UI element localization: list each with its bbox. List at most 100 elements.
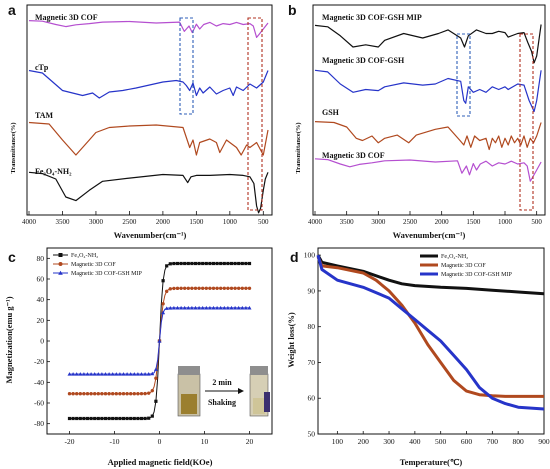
data-point — [136, 416, 140, 421]
x-tick-label: 0 — [158, 437, 162, 446]
data-point — [117, 372, 122, 376]
x-tick-label: 1000 — [498, 218, 513, 226]
series-line-fe-o-nh — [316, 254, 545, 296]
y-tick-label: 40 — [37, 295, 45, 304]
panel-c-inset: 2 min Shaking — [177, 366, 270, 417]
data-point — [233, 261, 237, 266]
panel-b-label-cof: Magnetic 3D COF — [322, 151, 385, 160]
data-point — [183, 286, 187, 291]
x-tick-label: 2500 — [403, 218, 418, 226]
x-tick-label: 1500 — [189, 218, 204, 226]
data-point — [179, 261, 183, 266]
data-point — [114, 416, 118, 421]
data-point — [78, 372, 83, 376]
y-tick-label: 60 — [308, 394, 316, 403]
magnet-image — [264, 392, 270, 412]
data-point — [179, 305, 184, 310]
panel-c-plot: -80 -60 -40 -20 0 20 40 60 80 -20 -10 0 10 20 — [34, 254, 254, 446]
y-tick-label: -20 — [34, 357, 44, 366]
panel-d-frame — [317, 247, 545, 435]
data-point — [107, 416, 111, 421]
data-point — [99, 372, 104, 376]
data-point — [139, 416, 144, 421]
data-point — [247, 305, 252, 310]
data-point — [164, 306, 169, 310]
data-point — [186, 286, 190, 291]
y-tick-label: 80 — [37, 254, 45, 263]
data-point — [208, 286, 212, 290]
data-point — [229, 286, 234, 290]
data-point — [240, 286, 244, 290]
data-point — [89, 416, 93, 421]
data-point — [111, 416, 115, 421]
data-point — [67, 416, 72, 421]
data-point — [118, 416, 122, 421]
data-point — [211, 286, 216, 290]
data-point — [225, 305, 230, 310]
data-point — [96, 392, 101, 396]
data-point — [111, 392, 115, 396]
data-point — [190, 286, 194, 290]
data-point — [67, 392, 72, 396]
data-point — [182, 305, 187, 310]
x-tick-label: 3500 — [340, 218, 355, 226]
data-point — [75, 416, 79, 421]
series-line-magnetic-3d-cof — [316, 256, 544, 398]
data-point — [175, 305, 180, 310]
data-point — [222, 286, 226, 290]
series-line-tam — [28, 121, 269, 156]
panel-c-ylabel: Magnetization(emu g⁻¹) — [4, 296, 14, 383]
data-point — [82, 416, 86, 421]
x-tick-label: 200 — [358, 437, 370, 446]
data-point — [237, 261, 241, 266]
data-point — [67, 372, 72, 376]
series-line-fe-o-nh — [28, 171, 269, 214]
series-line-magnetic-3d-cof-gsh — [314, 69, 542, 113]
data-point — [146, 372, 151, 376]
panel-d-legend: Fe₃O₄-NH₂ Magnetic 3D COF Magnetic 3D COF-… — [420, 254, 512, 278]
data-point — [82, 392, 86, 396]
legend-marker — [58, 262, 63, 266]
data-point — [114, 372, 119, 376]
data-point — [201, 261, 205, 266]
data-point — [240, 261, 244, 266]
data-point — [139, 391, 144, 396]
data-point — [193, 305, 198, 310]
data-point — [229, 305, 234, 310]
panel-c-xlabel: Applied magnetic field(KOe) — [108, 457, 213, 467]
data-point — [118, 392, 122, 396]
data-point — [89, 372, 94, 376]
data-point — [219, 261, 223, 266]
legend-label: Magnetic 3D COF — [441, 263, 486, 269]
data-point — [197, 261, 201, 266]
data-point — [218, 305, 223, 310]
data-point — [150, 414, 154, 418]
panel-d-xlabel: Temperature(℃) — [400, 457, 463, 467]
vial-before-cap — [178, 366, 200, 375]
data-point — [175, 286, 180, 291]
y-tick-label: -60 — [34, 399, 44, 408]
x-tick-label: 500 — [531, 218, 542, 226]
x-tick-label: 500 — [258, 218, 269, 226]
panel-a-label-tam: TAM — [35, 111, 54, 120]
panel-d: d Weight loss(%) 50 60 70 80 90 100 100 200 300 4… — [286, 247, 550, 467]
data-point — [136, 391, 140, 396]
y-tick-label: 80 — [308, 322, 316, 331]
data-point — [168, 262, 172, 266]
data-point — [100, 416, 104, 421]
y-tick-label: -80 — [34, 419, 44, 428]
data-point — [165, 289, 169, 294]
panel-a-frame — [26, 4, 273, 216]
data-point — [207, 305, 212, 310]
data-point — [193, 261, 198, 266]
x-tick-label: 10 — [201, 437, 209, 446]
x-tick-label: 2000 — [435, 218, 450, 226]
x-tick-label: 400 — [409, 437, 421, 446]
data-point — [150, 388, 154, 393]
data-point — [197, 286, 201, 290]
data-point — [71, 392, 75, 396]
x-tick-label: 4000 — [308, 218, 323, 226]
x-tick-label: 3500 — [55, 218, 70, 226]
data-point — [93, 416, 97, 421]
